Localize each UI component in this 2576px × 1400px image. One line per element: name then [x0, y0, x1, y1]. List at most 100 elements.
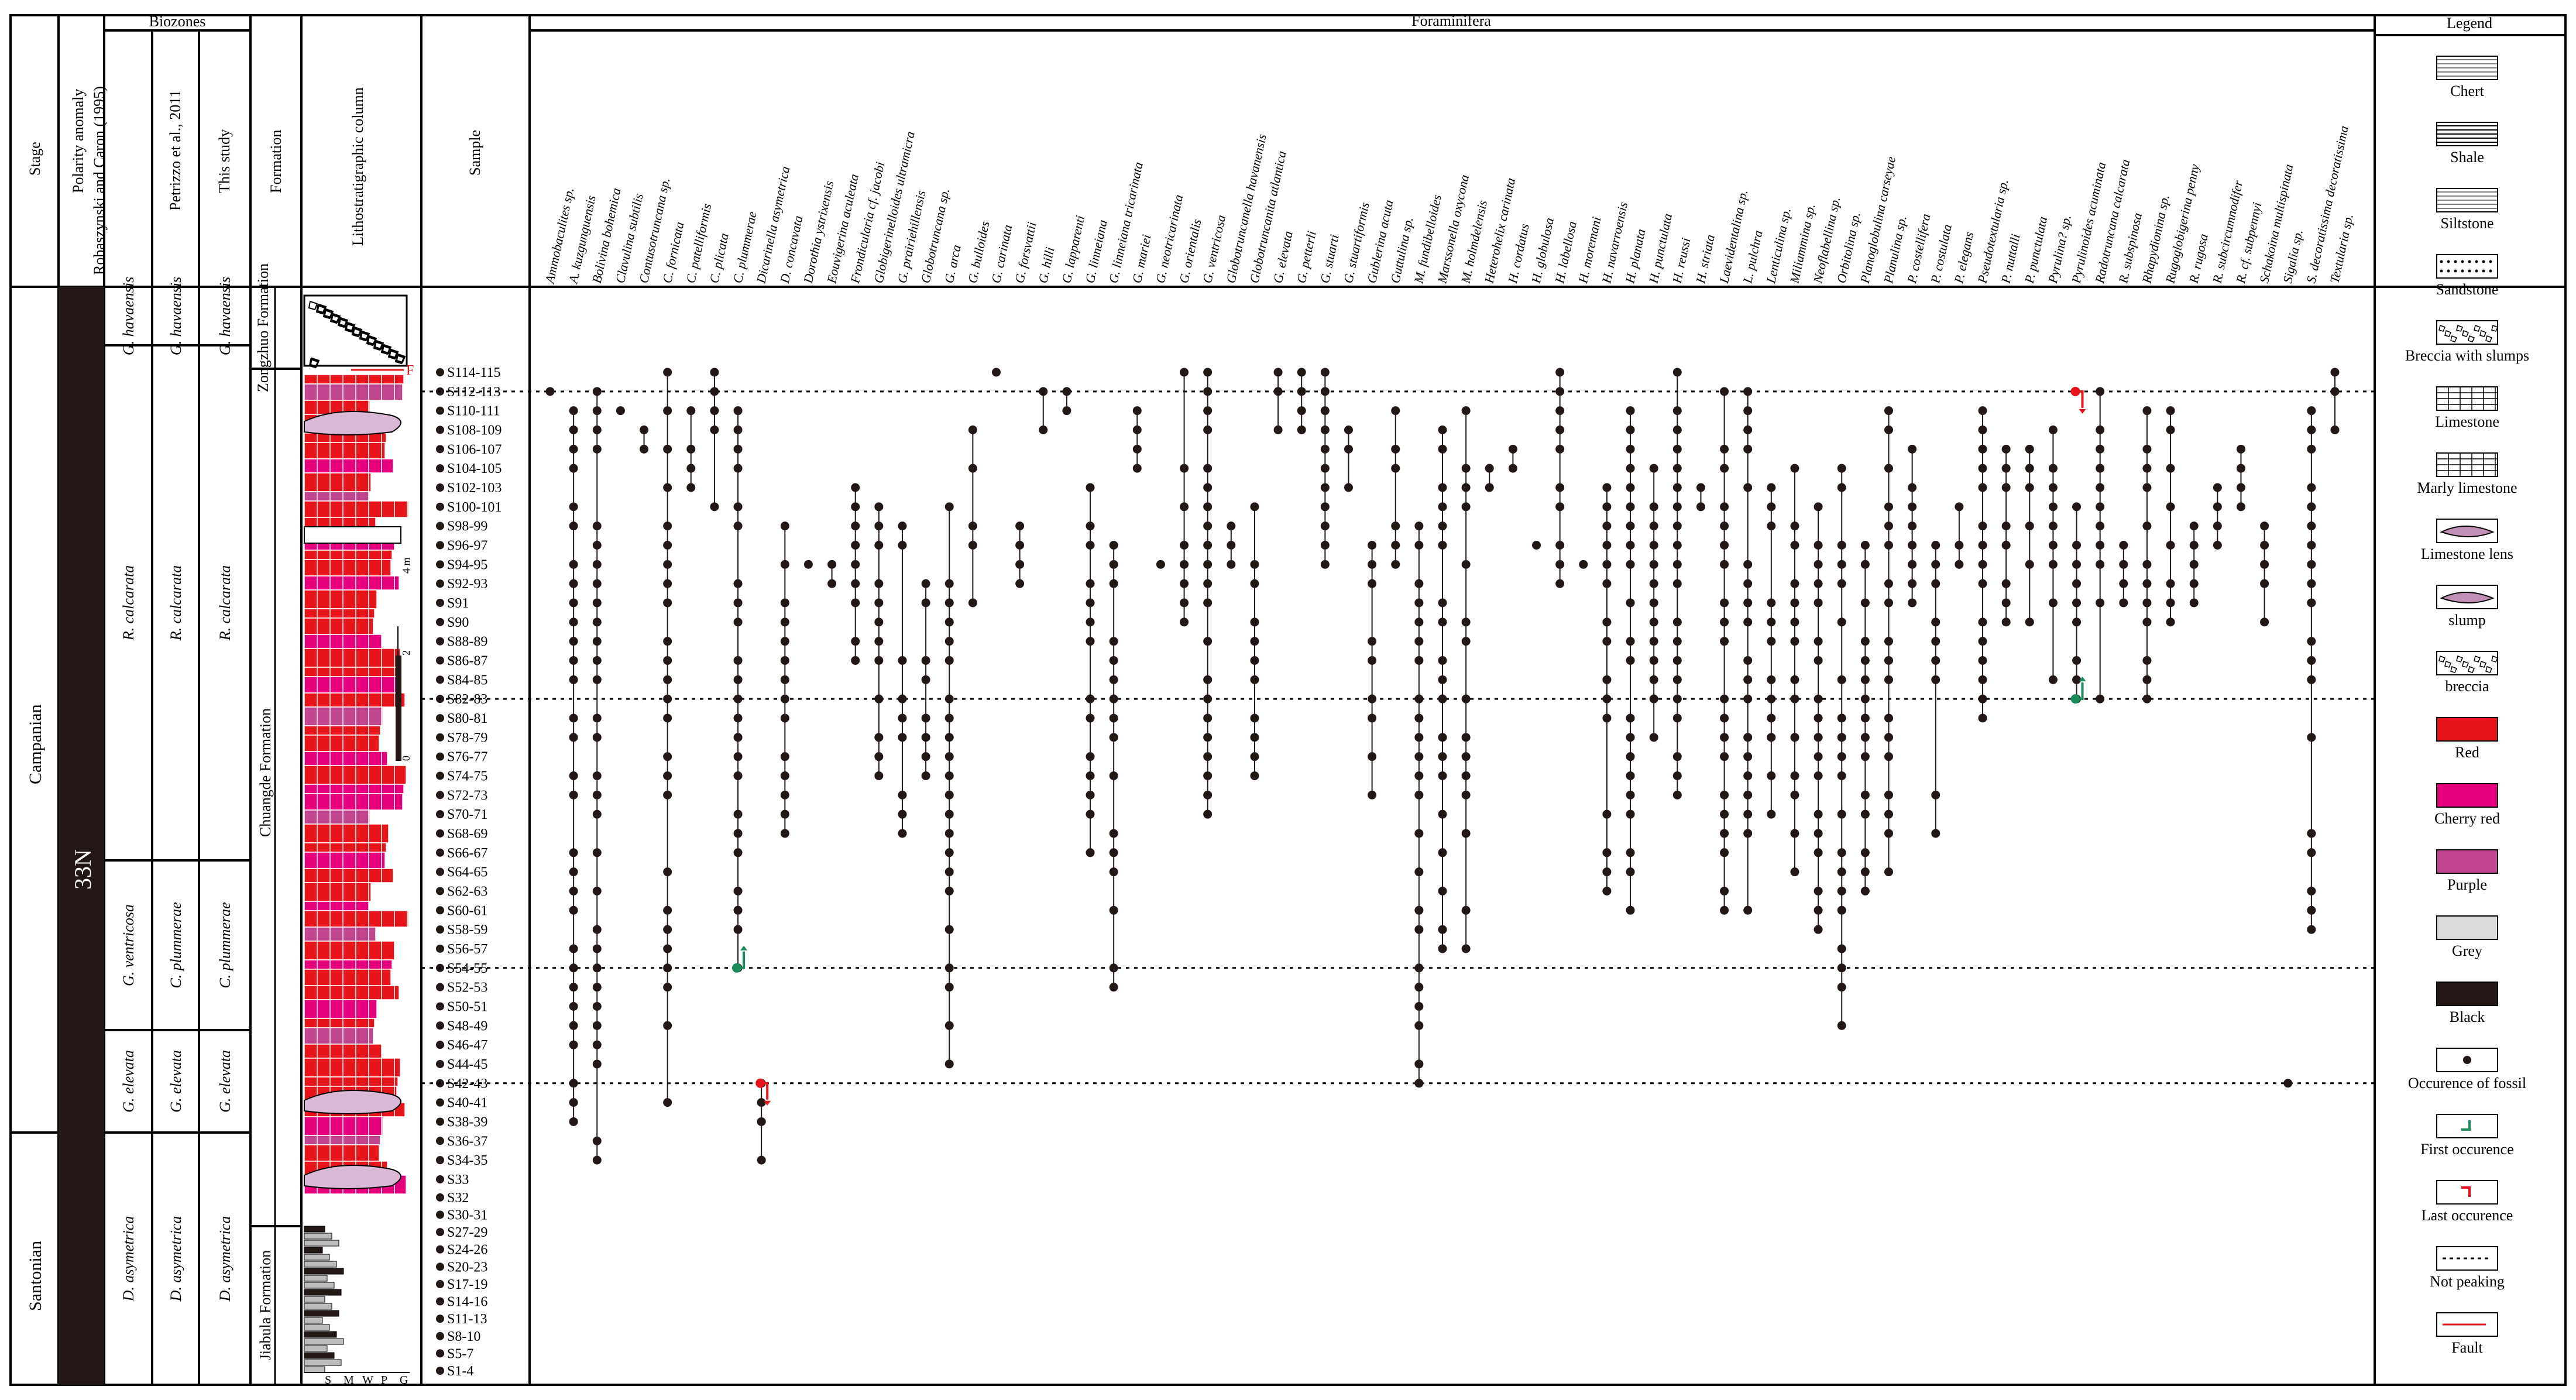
- occurrence-dot: [1086, 540, 1095, 550]
- biozone-this-study-label: G. havaensis: [217, 277, 233, 355]
- sample-dot: [436, 944, 444, 953]
- occurrence-dot: [2307, 829, 2316, 838]
- legend-label: slump: [2448, 612, 2486, 629]
- occurrence-dot: [1320, 560, 1330, 569]
- species-label: P. punctulata: [2022, 215, 2051, 285]
- first-occurrence-marker-head: [740, 945, 748, 951]
- occurrence-dot: [1767, 694, 1776, 704]
- sample-label: S76-77: [447, 750, 487, 765]
- occurrence-dot: [1837, 983, 1846, 992]
- occurrence-dot: [921, 771, 930, 780]
- occurrence-dot: [1955, 502, 1964, 512]
- legend-pattern: [2468, 269, 2471, 273]
- sample-label: S114-115: [447, 365, 501, 380]
- sample-label: S100-101: [447, 500, 502, 515]
- sample-dot: [436, 656, 444, 665]
- occurrence-dot: [2307, 502, 2316, 512]
- occurrence-dot: [1602, 637, 1612, 646]
- occurrence-dot: [2025, 560, 2034, 569]
- occurrence-dot: [1790, 540, 1799, 550]
- occurrence-dot: [1203, 694, 1213, 704]
- species-header-labels: Ammobaculites sp.A. kuzgunguensisBolivin…: [542, 124, 2356, 286]
- occurrence-dot: [1203, 540, 1213, 550]
- occurrence-dot: [592, 1136, 602, 1145]
- occurrence-dot: [569, 617, 578, 627]
- occurrence-dot: [1508, 464, 1517, 473]
- occurrence-dot: [1602, 848, 1612, 857]
- occurrence-dot: [1414, 905, 1424, 915]
- occurrence-dot: [2096, 540, 2105, 550]
- occurrence-dot: [663, 540, 672, 550]
- occurrence-dot: [1086, 809, 1095, 819]
- occurrence-dot: [2307, 656, 2316, 665]
- occurrence-dot: [733, 848, 743, 857]
- occurrence-dot: [1109, 771, 1118, 780]
- occurrence-dot: [569, 598, 578, 608]
- sample-dot: [436, 848, 444, 857]
- occurrence-dot: [780, 771, 789, 780]
- occurrence-dot: [2307, 905, 2316, 915]
- occurrence-dot: [1320, 444, 1330, 454]
- limestone-bed: [304, 491, 369, 502]
- occurrence-dot: [2096, 425, 2105, 434]
- scale-label: 0: [400, 756, 412, 761]
- scale-label: 4 m: [400, 557, 412, 574]
- shale-bed: [304, 1359, 342, 1366]
- occurrence-dot: [2189, 521, 2199, 531]
- occurrence-dot: [2236, 502, 2245, 512]
- occurrence-dot: [1790, 694, 1799, 704]
- legend-pattern: [2491, 656, 2498, 663]
- occurrence-dot: [1109, 656, 1118, 665]
- occurrence-dot: [2048, 598, 2058, 608]
- occurrence-dot: [1438, 598, 1447, 608]
- species-label: G. bulloides: [965, 220, 992, 284]
- species-label: G. arca: [942, 243, 964, 284]
- species-label: H. reussi: [1670, 236, 1694, 285]
- occurrence-dot: [569, 464, 578, 473]
- breccia-clast: [382, 344, 392, 354]
- occurrence-dot: [944, 656, 954, 665]
- species-label: G. lapparenti: [1059, 214, 1087, 284]
- occurrence-dot: [2236, 483, 2245, 492]
- occurrence-dot: [1884, 867, 1893, 877]
- occurrence-dot: [1767, 502, 1776, 512]
- occurrence-dot: [1860, 637, 1870, 646]
- sample-dot: [436, 713, 444, 722]
- occurrence-dot: [1837, 905, 1846, 915]
- occurrence-dot: [1813, 694, 1823, 704]
- occurrence-dot: [2260, 617, 2269, 627]
- occurrence-dot: [1602, 483, 1612, 492]
- occurrence-dot: [1837, 944, 1846, 953]
- sample-dot: [436, 906, 444, 915]
- slump-bed: [304, 410, 401, 435]
- occurrence-dot: [1743, 579, 1753, 588]
- occurrence-dot: [1978, 675, 1987, 684]
- last-occurrence-marker-head: [764, 1100, 771, 1106]
- occurrence-dot: [592, 675, 602, 684]
- occurrence-dot: [663, 560, 672, 569]
- occurrence-dot: [2307, 521, 2316, 531]
- occurrence-dot: [2025, 444, 2034, 454]
- occurrence-dot: [1250, 579, 1259, 588]
- occurrence-dot: [592, 406, 602, 416]
- occurrence-dot: [898, 733, 907, 742]
- limestone-bed: [304, 910, 409, 928]
- sample-dot: [436, 617, 444, 626]
- occurrence-dot: [2166, 540, 2175, 550]
- occurrence-dot: [2142, 464, 2152, 473]
- occurrence-dot: [1720, 637, 1729, 646]
- occurrence-dot: [1203, 387, 1213, 396]
- species-label: G. forsvattii: [1012, 221, 1039, 284]
- sample-label: S46-47: [447, 1038, 487, 1053]
- occurrence-dot: [1672, 444, 1682, 454]
- occurrence-dot: [1086, 521, 1095, 531]
- occurrence-dot: [1649, 521, 1658, 531]
- occurrence-dot: [592, 963, 602, 973]
- sample-label: S88-89: [447, 634, 487, 650]
- occurrence-dot: [1461, 637, 1471, 646]
- occurrence-dot: [1720, 829, 1729, 838]
- occurrence-dot: [569, 1098, 578, 1107]
- occurrence-dot: [944, 867, 954, 877]
- legend-item-shale: Shale: [2436, 122, 2498, 166]
- sample-label: S86-87: [447, 653, 487, 668]
